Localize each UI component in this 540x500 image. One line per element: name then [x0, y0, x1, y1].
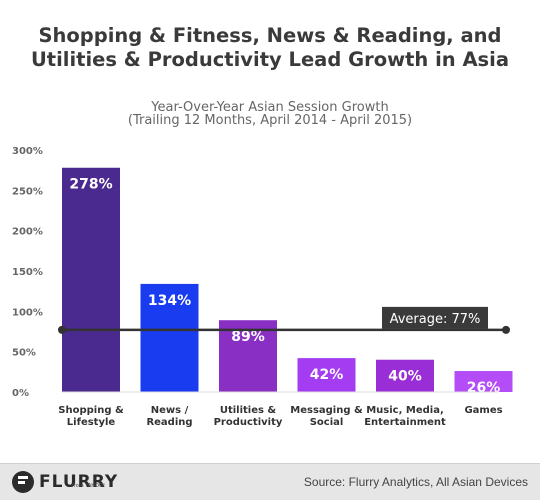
flurry-logo-icon: [12, 471, 34, 493]
x-category-label-line: Lifestyle: [67, 417, 116, 428]
source-note: Source: Flurry Analytics, All Asian Devi…: [303, 475, 528, 489]
y-tick-label: 150%: [12, 267, 43, 278]
x-category-label-line: Social: [310, 417, 344, 428]
y-tick-label: 50%: [12, 348, 36, 359]
bar-value-label: 42%: [310, 367, 344, 383]
average-label: Average: 77%: [390, 312, 481, 327]
bar-value-label: 134%: [148, 293, 191, 309]
bar: [376, 359, 434, 392]
flurry-brand: FLURRY: [39, 471, 119, 492]
x-category-label-line: Utilities &: [220, 405, 277, 416]
bar: [219, 320, 277, 392]
subtitle-line-2: (Trailing 12 Months, April 2014 - April …: [127, 113, 413, 128]
y-tick-label: 0%: [12, 388, 29, 399]
x-category-label: News / Reading: [146, 405, 192, 428]
flurry-brand-sub: from YAHOO!: [72, 483, 105, 489]
bar-chart: 0% 50% 100% 150% 200% 250% 300% 278% 134% 89% 42% 4…: [12, 146, 513, 428]
footer: FLURRY from YAHOO! Source: Flurry Analyt…: [0, 463, 540, 500]
y-tick-label: 300%: [12, 146, 43, 157]
title-line-1: Shopping & Fitness, News & Reading, and: [38, 24, 502, 47]
x-category-label-line: Entertainment: [364, 417, 446, 428]
average-label-box: [382, 306, 488, 329]
y-tick-label: 200%: [12, 227, 43, 238]
chart-subtitle: Year-Over-Year Asian Session Growth (Tra…: [0, 101, 540, 127]
bar: [62, 167, 120, 392]
bar-value-label: 89%: [231, 329, 265, 345]
bar-value-label: 278%: [69, 177, 112, 193]
x-category-label-line: Messaging &: [290, 405, 363, 416]
x-category-label-line: Productivity: [214, 417, 283, 428]
subtitle-line-1: Year-Over-Year Asian Session Growth: [151, 100, 389, 115]
average-line-start-dot: [58, 325, 66, 334]
y-tick-label: 250%: [12, 186, 43, 197]
bar-value-label: 26%: [467, 380, 501, 396]
x-category-label: Utilities & Productivity: [214, 405, 283, 428]
bar: [140, 283, 199, 392]
flurry-logo: FLURRY: [12, 470, 118, 494]
bar-value-label: 40%: [388, 369, 422, 385]
chart-title: Shopping & Fitness, News & Reading, and …: [0, 24, 540, 72]
x-category-label-line: News /: [151, 405, 189, 416]
x-category-label: Games: [464, 405, 502, 416]
bar: [297, 358, 356, 392]
x-category-label: Music, Media, Entertainment: [364, 405, 446, 428]
bar: [454, 371, 513, 392]
average-line-end-dot: [502, 325, 510, 334]
x-category-label-line: Games: [464, 405, 502, 416]
title-line-2: Utilities & Productivity Lead Growth in …: [30, 48, 510, 71]
x-category-label-line: Shopping &: [58, 405, 124, 416]
x-category-label: Shopping & Lifestyle: [58, 405, 124, 428]
x-category-label: Messaging & Social: [290, 405, 363, 428]
x-category-label-line: Reading: [146, 417, 192, 428]
x-category-label-line: Music, Media,: [366, 405, 444, 416]
y-tick-label: 100%: [12, 307, 43, 318]
